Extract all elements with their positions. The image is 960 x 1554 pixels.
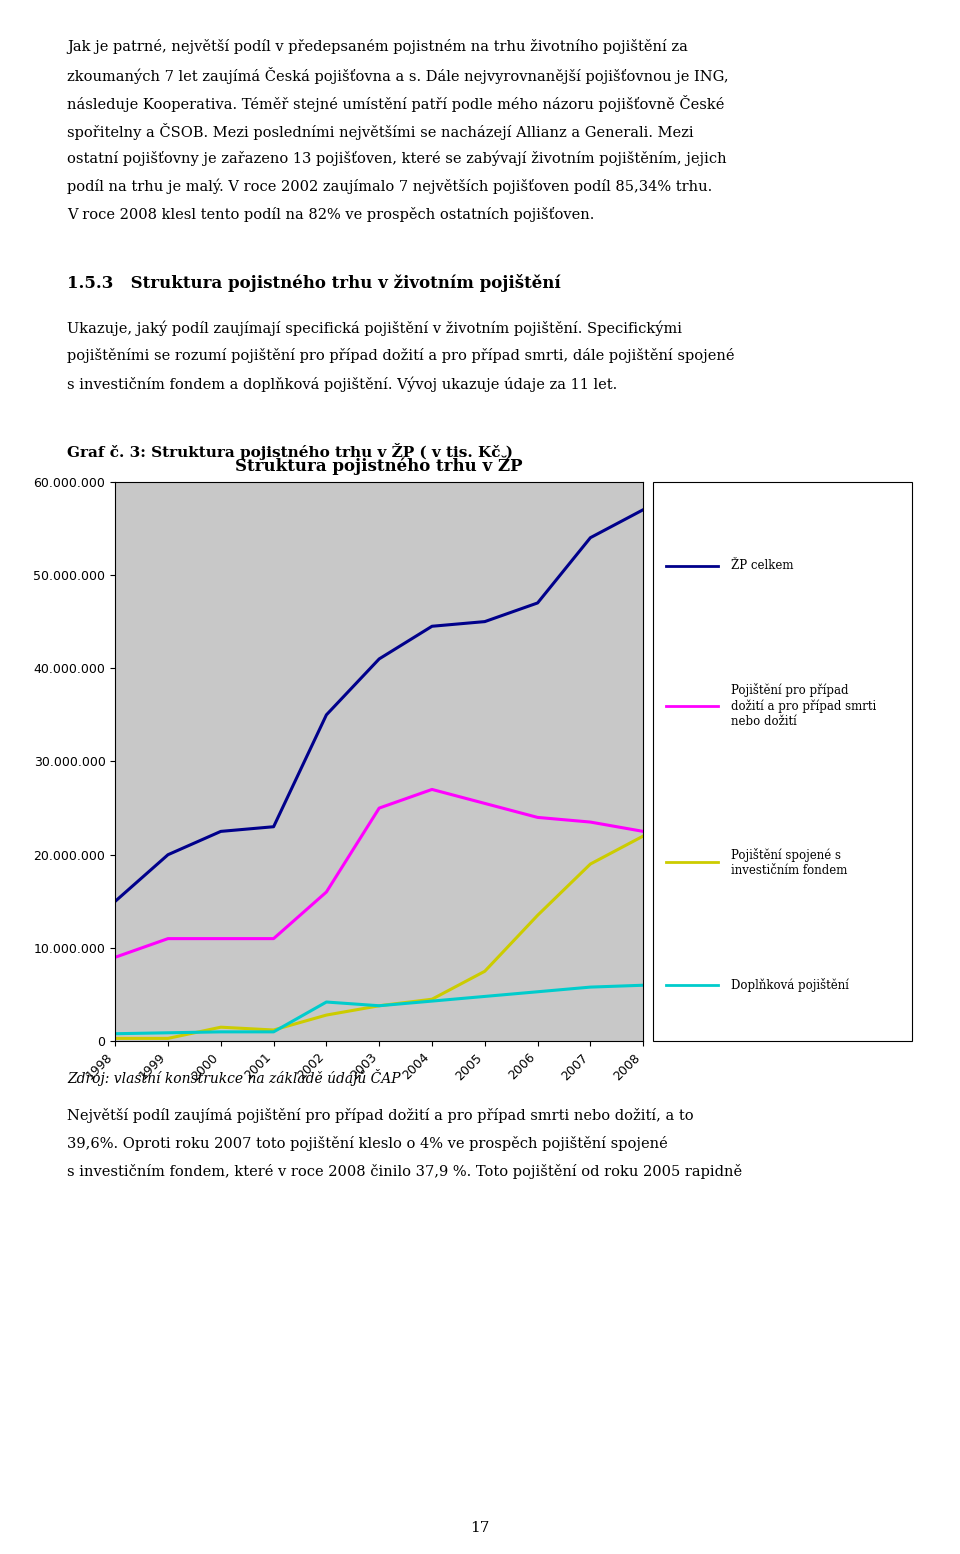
FancyBboxPatch shape (653, 482, 912, 1041)
Text: ŽP celkem: ŽP celkem (731, 559, 793, 572)
Text: Zdroj: vlastní konstrukce na základě údajů ČAP: Zdroj: vlastní konstrukce na základě úda… (67, 1069, 401, 1086)
Text: podíl na trhu je malý. V roce 2002 zaujímalo 7 největších pojišťoven podíl 85,34: podíl na trhu je malý. V roce 2002 zaují… (67, 179, 712, 194)
Text: Ukazuje, jaký podíl zaujímají specifická pojištění v životním pojištění. Specifi: Ukazuje, jaký podíl zaujímají specifická… (67, 320, 683, 336)
Text: s investičním fondem a doplňková pojištění. Vývoj ukazuje údaje za 11 let.: s investičním fondem a doplňková pojiště… (67, 376, 617, 392)
Text: zkoumaných 7 let zaujímá Česká pojišťovna a s. Dále nejvyrovnanější pojišťovnou : zkoumaných 7 let zaujímá Česká pojišťovn… (67, 67, 729, 84)
Text: Jak je patrné, největší podíl v předepsaném pojistném na trhu životního pojištěn: Jak je patrné, největší podíl v předepsa… (67, 39, 688, 54)
Text: s investičním fondem, které v roce 2008 činilo 37,9 %. Toto pojištění od roku 20: s investičním fondem, které v roce 2008 … (67, 1164, 742, 1179)
Text: následuje Kooperativa. Téměř stejné umístění patří podle mého názoru pojišťovně : následuje Kooperativa. Téměř stejné umís… (67, 95, 725, 112)
Text: ostatní pojišťovny je zařazeno 13 pojišťoven, které se zabývají životním pojiště: ostatní pojišťovny je zařazeno 13 pojišť… (67, 151, 727, 166)
Text: 1.5.3   Struktura pojistného trhu v životním pojištění: 1.5.3 Struktura pojistného trhu v životn… (67, 274, 561, 292)
Text: Pojištění spojené s
investičním fondem: Pojištění spojené s investičním fondem (731, 847, 847, 876)
Text: Pojištění pro případ
dožití a pro případ smrti
nebo dožití: Pojištění pro případ dožití a pro případ… (731, 684, 876, 727)
Text: Doplňková pojištění: Doplňková pojištění (731, 977, 849, 993)
Text: pojištěními se rozumí pojištění pro případ dožití a pro případ smrti, dále pojiš: pojištěními se rozumí pojištění pro příp… (67, 348, 734, 364)
Text: 17: 17 (470, 1521, 490, 1535)
Text: spořitelny a ČSOB. Mezi posledními největšími se nacházejí Allianz a Generali. M: spořitelny a ČSOB. Mezi posledními nejvě… (67, 123, 694, 140)
Text: V roce 2008 klesl tento podíl na 82% ve prospěch ostatních pojišťoven.: V roce 2008 klesl tento podíl na 82% ve … (67, 207, 594, 222)
Text: Největší podíl zaujímá pojištění pro případ dožití a pro případ smrti nebo dožit: Největší podíl zaujímá pojištění pro pří… (67, 1108, 694, 1124)
Text: 39,6%. Oproti roku 2007 toto pojištění kleslo o 4% ve prospěch pojištění spojené: 39,6%. Oproti roku 2007 toto pojištění k… (67, 1136, 668, 1152)
Text: Graf č. 3: Struktura pojistného trhu v ŽP ( v tis. Kč ): Graf č. 3: Struktura pojistného trhu v Ž… (67, 443, 514, 460)
Title: Struktura pojistného trhu v ŽP: Struktura pojistného trhu v ŽP (235, 455, 523, 474)
